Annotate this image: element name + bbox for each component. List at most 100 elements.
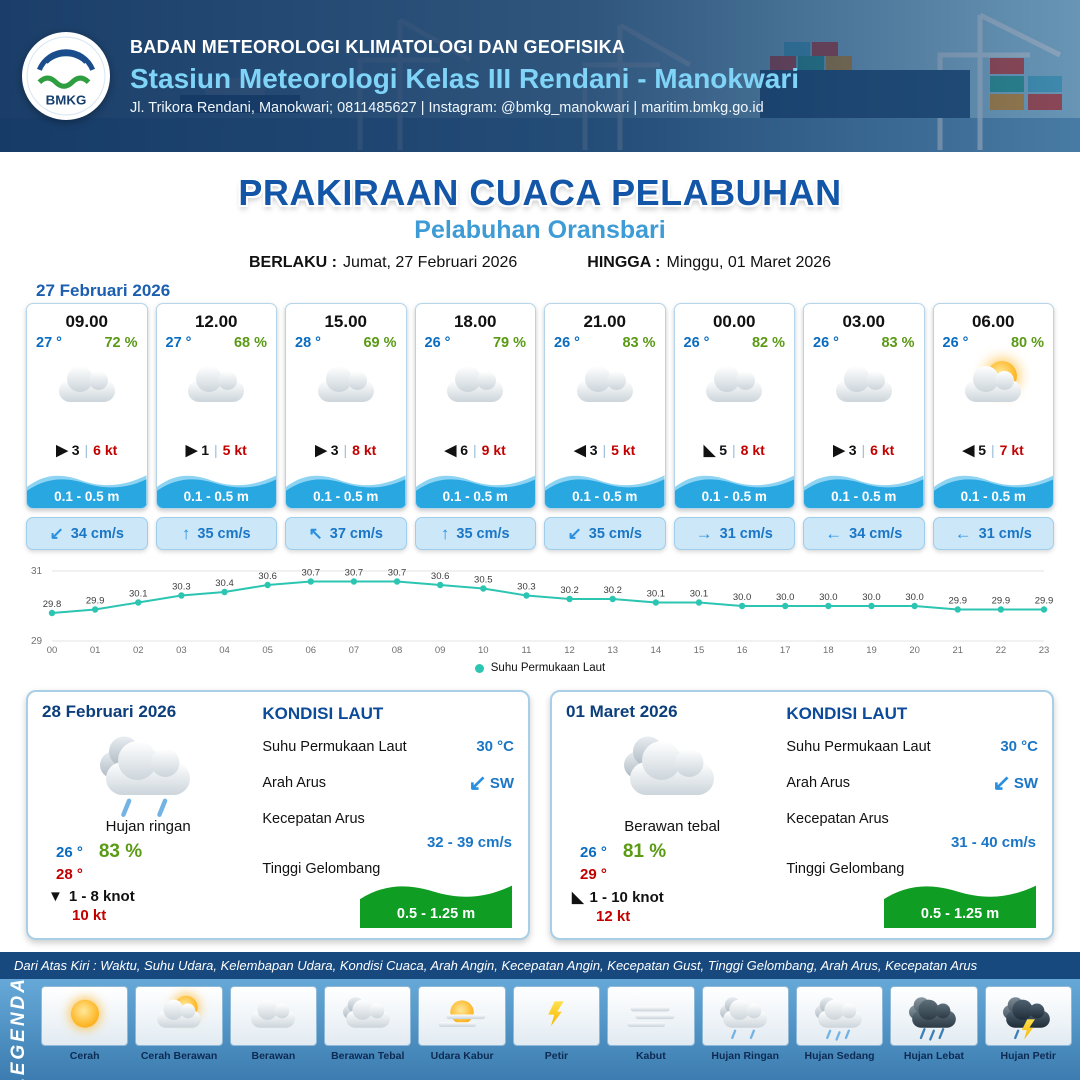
daily-wind-row: ◣ 1 - 10 knot bbox=[566, 888, 778, 907]
humidity: 68 % bbox=[233, 335, 267, 351]
air-temperature: 27 ° bbox=[165, 335, 192, 351]
svg-text:19: 19 bbox=[866, 645, 877, 656]
daily-temp-max: 28 ° bbox=[56, 866, 83, 883]
wind-speed: 3 bbox=[71, 442, 80, 458]
wind-gust: 9 kt bbox=[481, 442, 506, 458]
daily-humidity: 83 % bbox=[98, 841, 143, 862]
sst-value: 30 °C bbox=[1000, 738, 1038, 755]
svg-text:14: 14 bbox=[651, 645, 662, 656]
current-direction-icon: ↑ bbox=[440, 523, 450, 543]
wave-height: 0.1 - 0.5 m bbox=[442, 489, 508, 504]
legend-icon-box bbox=[984, 986, 1072, 1046]
legend-note: Dari Atas Kiri : Waktu, Suhu Udara, Kele… bbox=[0, 952, 1080, 979]
bmkg-logo: BMKG bbox=[22, 32, 110, 120]
svg-text:23: 23 bbox=[1039, 645, 1050, 656]
page-title: PRAKIRAAN CUACA PELABUHAN bbox=[238, 172, 842, 213]
temp-humidity-row: 26 ° 79 % bbox=[416, 332, 536, 351]
humidity: 72 % bbox=[104, 335, 138, 351]
logo-text: BMKG bbox=[46, 93, 87, 108]
svg-text:20: 20 bbox=[909, 645, 920, 656]
legend-icon-box bbox=[607, 986, 695, 1046]
sea-conditions-title: KONDISI LAUT bbox=[262, 704, 384, 723]
daily-forecast-card: 01 Maret 2026 Berawan tebal 26 ° 81 % 29… bbox=[550, 690, 1054, 940]
weather-icon-wrap bbox=[157, 351, 277, 409]
forecast-time: 03.00 bbox=[842, 312, 886, 331]
bmkg-logo-icon: BMKG bbox=[26, 36, 106, 116]
legend-item: Hujan Petir bbox=[984, 986, 1072, 1080]
forecast-time: 00.00 bbox=[712, 312, 756, 331]
weather-icon bbox=[184, 359, 248, 409]
daily-gust: 12 kt bbox=[596, 908, 631, 925]
legend-weather-icon bbox=[154, 994, 204, 1033]
hourly-forecast-card: 00.00 26 ° 82 % ◣ 5 8 kt bbox=[673, 303, 795, 550]
weather-icon bbox=[832, 359, 896, 409]
svg-text:07: 07 bbox=[349, 645, 360, 656]
legend-item: Udara Kabur bbox=[418, 986, 506, 1080]
wind-row: ◀ 6 9 kt bbox=[416, 441, 536, 462]
wind-speed: 6 bbox=[460, 442, 469, 458]
weather-icon bbox=[314, 359, 378, 409]
current-speed: 34 cm/s bbox=[70, 525, 124, 542]
legend-side-label-wrap: LEGENDA bbox=[4, 976, 34, 1080]
svg-text:30.5: 30.5 bbox=[474, 575, 493, 586]
hourly-forecast-card: 21.00 26 ° 83 % ◀ 3 5 kt bbox=[544, 303, 666, 550]
wave-height-value: 0.5 - 1.25 m bbox=[920, 906, 1000, 922]
wind-row: ▶ 1 5 kt bbox=[157, 441, 277, 462]
wave-height: 0.1 - 0.5 m bbox=[54, 489, 120, 504]
sea-conditions-column: KONDISI LAUT Suhu Permukaan Laut 30 °C A… bbox=[254, 702, 514, 928]
wave-height-value: 0.5 - 1.25 m bbox=[396, 906, 476, 922]
svg-text:29.8: 29.8 bbox=[43, 599, 62, 610]
current-speed-value: 32 - 39 cm/s bbox=[426, 834, 512, 851]
agency-name: BADAN METEOROLOGI KLIMATOLOGI DAN GEOFIS… bbox=[130, 36, 626, 57]
wave-graphic bbox=[804, 475, 924, 508]
legend-item-label: Hujan Ringan bbox=[711, 1050, 780, 1062]
weather-icon bbox=[443, 359, 507, 409]
current-direction-icon: ↙ bbox=[567, 523, 582, 543]
wind-direction-icon: ◣ bbox=[572, 889, 584, 906]
wind-row: ▶ 3 8 kt bbox=[286, 441, 406, 462]
separator bbox=[731, 442, 737, 458]
current-direction-icon: → bbox=[695, 523, 713, 543]
temp-humidity-row: 28 ° 69 % bbox=[286, 332, 406, 351]
svg-text:31: 31 bbox=[31, 566, 43, 577]
svg-text:18: 18 bbox=[823, 645, 834, 656]
svg-text:22: 22 bbox=[996, 645, 1007, 656]
sst-chart-section: 31 29 29.8 29.9 30.1 30.3 30.4 30.6 30.7 30.7 30.7… bbox=[26, 556, 1054, 674]
legend-weather-icon bbox=[532, 994, 582, 1033]
air-temperature: 26 ° bbox=[424, 335, 451, 351]
daily-weather-icon bbox=[624, 731, 720, 806]
wind-row: ◀ 5 7 kt bbox=[934, 441, 1054, 462]
legend-items: Cerah Cerah Berawan Berawan bbox=[41, 986, 1072, 1080]
wave-graphic bbox=[884, 885, 1036, 928]
port-name: Pelabuhan Oransbari bbox=[414, 216, 666, 244]
current-speed-row: Kecepatan Arus bbox=[262, 811, 514, 827]
current-direction-icon: ↙ bbox=[49, 523, 64, 543]
legend-item-label: Hujan Lebat bbox=[903, 1050, 964, 1062]
wave-height-band: 0.1 - 0.5 m bbox=[156, 462, 276, 508]
daily-date: 01 Maret 2026 bbox=[566, 702, 678, 721]
wave-height: 0.1 - 0.5 m bbox=[960, 489, 1026, 504]
weather-icon bbox=[961, 359, 1025, 409]
sst-label: Suhu Permukaan Laut bbox=[262, 738, 407, 755]
svg-text:16: 16 bbox=[737, 645, 748, 656]
daily-condition: Berawan tebal bbox=[624, 818, 721, 835]
hourly-card-main: 00.00 26 ° 82 % ◣ 5 8 kt bbox=[673, 303, 795, 509]
current-speed-box: ↑ 35 cm/s bbox=[155, 517, 277, 550]
wind-row: ◀ 3 5 kt bbox=[545, 441, 665, 462]
separator bbox=[213, 442, 219, 458]
hourly-forecast-card: 03.00 26 ° 83 % ▶ 3 6 kt bbox=[803, 303, 925, 550]
humidity: 80 % bbox=[1010, 335, 1044, 351]
header: BMKG BADAN METEOROLOGI KLIMATOLOGI DAN G… bbox=[0, 0, 1080, 152]
temp-humidity-row: 27 ° 72 % bbox=[27, 332, 147, 351]
svg-text:03: 03 bbox=[176, 645, 187, 656]
daily-temp-min: 26 ° bbox=[580, 844, 607, 861]
svg-text:05: 05 bbox=[262, 645, 273, 656]
svg-text:30.1: 30.1 bbox=[690, 589, 709, 600]
legend-icon-box bbox=[418, 986, 506, 1046]
legend-weather-icon bbox=[626, 994, 676, 1033]
humidity: 79 % bbox=[492, 335, 526, 351]
wave-height-indicator: 0.5 - 1.25 m bbox=[884, 876, 1036, 928]
sst-row: Suhu Permukaan Laut 30 °C bbox=[262, 738, 514, 755]
daily-gust: 10 kt bbox=[72, 907, 107, 924]
current-speed-box: → 31 cm/s bbox=[673, 517, 795, 550]
